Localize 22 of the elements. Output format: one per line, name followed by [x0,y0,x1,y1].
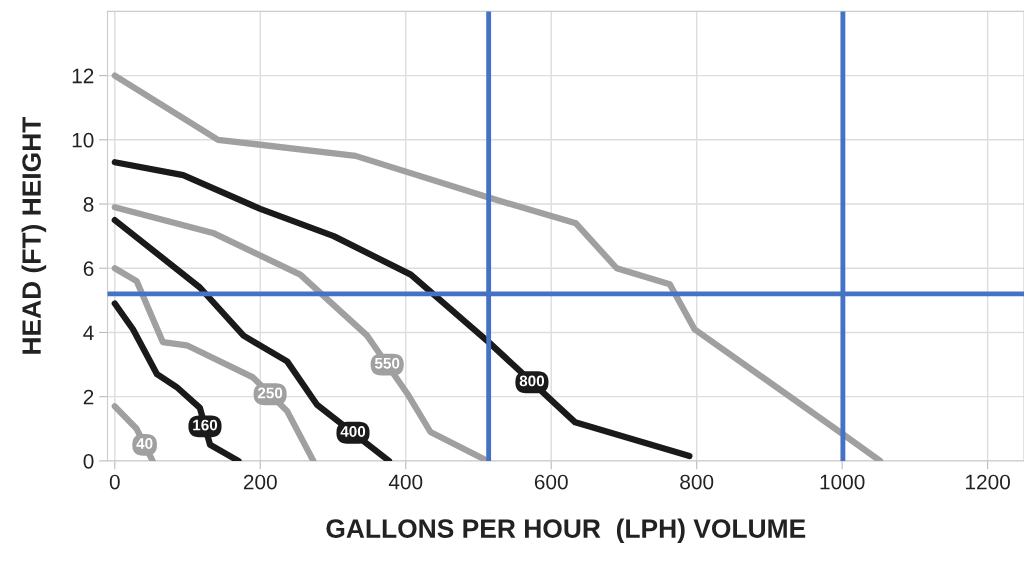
y-tick-label: 10 [72,132,94,148]
series-label: 400 [340,426,366,437]
x-tick-label: 400 [388,474,423,490]
x-tick-label: 600 [534,474,568,490]
series-label: 250 [257,387,283,399]
x-tick-label: 1000 [820,474,865,490]
series-label: 550 [374,357,400,369]
y-tick-label: 0 [83,453,94,469]
x-tick-label: 800 [680,474,714,490]
y-tick-label: 2 [83,389,94,405]
y-axis-title: HEAD (FT) HEIGHT [21,116,47,354]
y-tick-label: 8 [83,197,94,212]
series-label: 40 [136,438,153,449]
y-tick-label: 6 [83,261,94,276]
series-label: 160 [193,419,218,431]
x-tick-label: 1200 [966,474,1010,490]
x-tick-label: 200 [243,474,277,490]
x-axis-title: GALLONS PER HOUR (LPH) VOLUME [326,518,806,544]
y-tick-label: 12 [72,68,94,84]
y-tick-label: 4 [83,325,94,341]
x-tick-label: 0 [109,474,120,490]
series-label: 800 [519,375,545,387]
